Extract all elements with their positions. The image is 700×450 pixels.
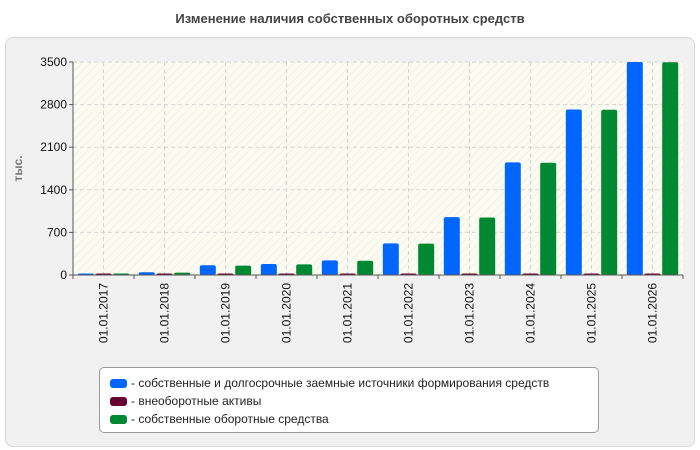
x-tick-label: 01.01.2018: [158, 283, 172, 343]
y-tick-label: 2100: [40, 140, 67, 154]
legend-swatch-green: [110, 414, 127, 424]
x-tick-label: 01.01.2020: [280, 283, 294, 343]
legend-item-working-capital: - собственные оборотные средства: [110, 410, 598, 428]
x-tick-labels: 01.01.2017 01.01.2018 01.01.2019 01.01.2020…: [97, 283, 660, 343]
grid-lines: [73, 61, 683, 276]
bar-sources: [382, 243, 399, 275]
legend-label: - внеоборотные активы: [131, 394, 262, 408]
x-tick-label: 01.01.2024: [524, 283, 538, 343]
bars-group: [77, 62, 679, 276]
y-tick-label: 2800: [40, 98, 67, 112]
x-tick-label: 01.01.2025: [585, 283, 599, 343]
bar-sources: [504, 162, 521, 275]
bar-working-capital: [357, 260, 374, 275]
y-tick-labels: 0 700 1400 2100 2800 3500: [40, 55, 67, 282]
x-tick-label: 01.01.2026: [646, 283, 660, 343]
bar-sources: [443, 217, 460, 275]
bar-working-capital: [235, 265, 252, 275]
x-tick-label: 01.01.2019: [219, 283, 233, 343]
y-tick-label: 1400: [40, 183, 67, 197]
legend-item-noncurrent-assets: - внеоборотные активы: [110, 392, 598, 410]
bar-working-capital: [479, 217, 496, 275]
legend-swatch-blue: [110, 378, 127, 388]
chart-legend: - собственные и долгосрочные заемные ист…: [99, 367, 599, 433]
bar-sources: [626, 62, 643, 275]
x-tick-label: 01.01.2017: [97, 283, 111, 343]
bar-working-capital: [296, 264, 313, 275]
x-tick-label: 01.01.2022: [402, 283, 416, 343]
bar-sources: [138, 272, 155, 275]
chart-title: Изменение наличия собственных оборотных …: [175, 11, 525, 26]
bar-working-capital: [662, 62, 679, 275]
y-tick-label: 3500: [40, 55, 67, 69]
bar-sources: [321, 260, 338, 275]
bar-working-capital: [601, 109, 618, 275]
y-tick-label: 0: [60, 268, 67, 282]
y-tick-label: 700: [47, 225, 67, 239]
bar-working-capital: [418, 243, 435, 275]
axes: [69, 61, 684, 279]
legend-item-sources: - собственные и долгосрочные заемные ист…: [110, 374, 598, 392]
legend-label: - собственные оборотные средства: [131, 412, 329, 426]
bar-working-capital: [540, 162, 557, 275]
y-axis-label: тыс.: [11, 155, 25, 181]
legend-swatch-maroon: [110, 396, 127, 406]
x-tick-label: 01.01.2021: [341, 283, 355, 343]
bar-working-capital: [174, 272, 191, 275]
bar-sources: [260, 264, 277, 275]
bar-sources: [565, 109, 582, 276]
x-tick-label: 01.01.2023: [463, 283, 477, 343]
bar-sources: [199, 265, 216, 275]
legend-label: - собственные и долгосрочные заемные ист…: [131, 376, 550, 390]
